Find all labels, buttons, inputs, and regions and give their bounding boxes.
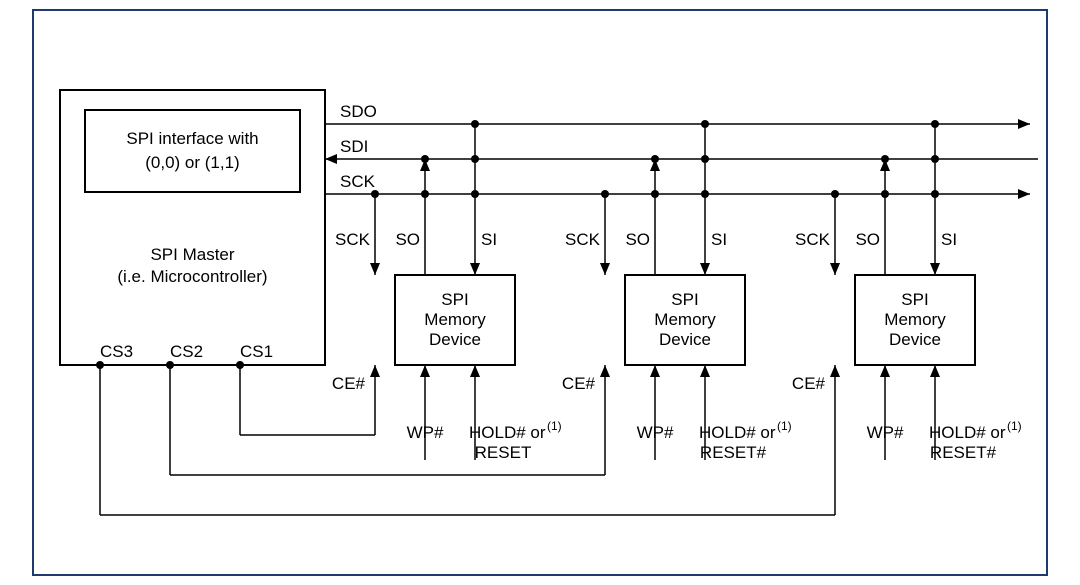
spi-interface-line1: SPI interface with <box>126 129 258 148</box>
dev2-note: (1) <box>777 419 792 433</box>
arrow-down <box>930 263 940 275</box>
node <box>931 155 939 163</box>
node <box>421 155 429 163</box>
label-cs1: CS1 <box>240 342 273 361</box>
node <box>881 190 889 198</box>
arrow-up <box>420 365 430 377</box>
arrow-up <box>930 365 940 377</box>
node <box>471 120 479 128</box>
arrow-right <box>1018 119 1030 129</box>
label-sdi: SDI <box>340 137 368 156</box>
spi-interface-line2: (0,0) or (1,1) <box>145 153 239 172</box>
dev3-lbl-so: SO <box>855 230 880 249</box>
diagram-svg: SPI interface with (0,0) or (1,1) SPI Mast… <box>0 0 1080 585</box>
arrow-up <box>470 365 480 377</box>
dev2-lbl-reset: RESET# <box>700 443 767 462</box>
node <box>601 190 609 198</box>
dev1-lbl-wp: WP# <box>407 423 444 442</box>
dev1-lbl-sck: SCK <box>335 230 371 249</box>
node <box>471 190 479 198</box>
node <box>471 155 479 163</box>
dev1-note: (1) <box>547 419 562 433</box>
dev2-lbl-ce: CE# <box>562 374 596 393</box>
dev2-title2: Memory <box>654 310 716 329</box>
arrow-right <box>1018 189 1030 199</box>
arrow-up <box>830 365 840 377</box>
outer-frame <box>33 10 1047 575</box>
spi-master-title2: (i.e. Microcontroller) <box>117 267 267 286</box>
label-sdo: SDO <box>340 102 377 121</box>
dev2-lbl-hold: HOLD# or <box>699 423 776 442</box>
arrow-down <box>700 263 710 275</box>
dev3-title2: Memory <box>884 310 946 329</box>
node <box>421 190 429 198</box>
dev1-title2: Memory <box>424 310 486 329</box>
dev1-lbl-si: SI <box>481 230 497 249</box>
dev3-lbl-sck: SCK <box>795 230 831 249</box>
dev3-note: (1) <box>1007 419 1022 433</box>
node <box>371 190 379 198</box>
arrow-down <box>470 263 480 275</box>
dev3-lbl-si: SI <box>941 230 957 249</box>
spi-master-title1: SPI Master <box>150 245 234 264</box>
dev2-lbl-so: SO <box>625 230 650 249</box>
dev3-lbl-wp: WP# <box>867 423 904 442</box>
node <box>651 190 659 198</box>
arrow-up <box>650 365 660 377</box>
dev1-title1: SPI <box>441 290 468 309</box>
dev3-lbl-ce: CE# <box>792 374 826 393</box>
dev1-lbl-reset: RESET <box>475 443 532 462</box>
label-sck: SCK <box>340 172 376 191</box>
dev2-lbl-sck: SCK <box>565 230 601 249</box>
arrow-up <box>600 365 610 377</box>
dev3-title1: SPI <box>901 290 928 309</box>
spi-interface-box <box>85 110 300 192</box>
dev2-lbl-si: SI <box>711 230 727 249</box>
node <box>831 190 839 198</box>
label-cs3: CS3 <box>100 342 133 361</box>
dev2-lbl-wp: WP# <box>637 423 674 442</box>
node <box>931 190 939 198</box>
arrow-up <box>370 365 380 377</box>
arrow-down <box>830 263 840 275</box>
dev3-lbl-hold: HOLD# or <box>929 423 1006 442</box>
dev3-lbl-reset: RESET# <box>930 443 997 462</box>
node <box>931 120 939 128</box>
dev1-lbl-so: SO <box>395 230 420 249</box>
arrow-down <box>600 263 610 275</box>
dev2-title1: SPI <box>671 290 698 309</box>
arrow-left <box>325 154 337 164</box>
node <box>701 190 709 198</box>
dev1-title3: Device <box>429 330 481 349</box>
label-cs2: CS2 <box>170 342 203 361</box>
dev1-lbl-hold: HOLD# or <box>469 423 546 442</box>
dev1-lbl-ce: CE# <box>332 374 366 393</box>
arrow-up <box>880 365 890 377</box>
node <box>651 155 659 163</box>
arrow-down <box>370 263 380 275</box>
dev3-title3: Device <box>889 330 941 349</box>
node <box>701 155 709 163</box>
node <box>701 120 709 128</box>
dev2-title3: Device <box>659 330 711 349</box>
node <box>881 155 889 163</box>
arrow-up <box>700 365 710 377</box>
